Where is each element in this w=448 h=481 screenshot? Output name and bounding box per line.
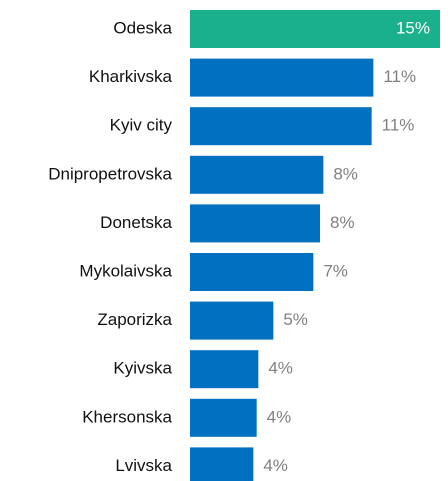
bar: [190, 10, 440, 48]
value-label: 5%: [283, 310, 308, 329]
category-label: Donetska: [100, 213, 172, 232]
bar: [190, 447, 254, 481]
value-label: 7%: [323, 261, 348, 280]
category-label: Kyiv city: [110, 116, 173, 135]
bar: [190, 204, 320, 243]
bar: [190, 253, 314, 291]
value-label: 4%: [267, 407, 292, 426]
bar: [190, 350, 259, 389]
bar: [190, 155, 324, 194]
category-label: Dnipropetrovska: [48, 164, 172, 183]
value-label: 8%: [333, 164, 358, 183]
value-label: 11%: [382, 116, 415, 135]
category-label: Mykolaivska: [79, 261, 172, 280]
category-label: Khersonska: [82, 407, 172, 426]
bar: [190, 58, 374, 97]
value-label: 8%: [330, 213, 355, 232]
category-label: Kyivska: [113, 359, 172, 378]
category-label: Odeska: [113, 18, 172, 37]
category-label: Lvivska: [115, 456, 172, 475]
value-label: 4%: [263, 456, 288, 475]
category-label: Kharkivska: [89, 67, 173, 86]
bar: [190, 398, 257, 437]
value-label: 15%: [396, 18, 430, 37]
bar: [190, 301, 274, 340]
value-label: 4%: [268, 359, 293, 378]
value-label: 11%: [383, 67, 416, 86]
category-label: Zaporizka: [97, 310, 172, 329]
bar: [190, 107, 372, 146]
